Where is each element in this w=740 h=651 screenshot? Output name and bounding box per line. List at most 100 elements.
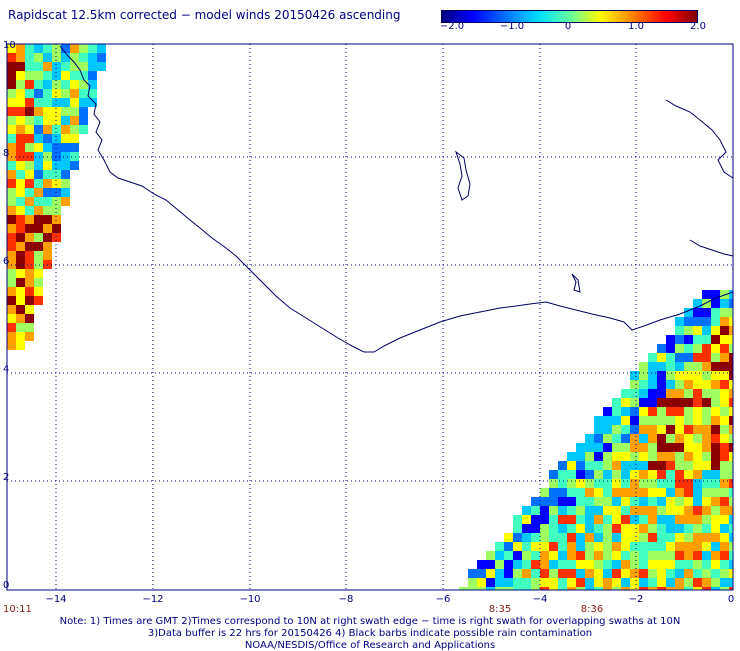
- swath-cell: [25, 62, 34, 71]
- swath-cell: [7, 125, 16, 134]
- swath-cell: [675, 416, 684, 425]
- swath-cell: [657, 560, 666, 569]
- swath-cell: [522, 569, 531, 578]
- swath-cell: [729, 407, 733, 416]
- swath-cell: [729, 290, 733, 299]
- swath-cell: [567, 587, 576, 590]
- swath-cell: [693, 389, 702, 398]
- swath-cell: [531, 569, 540, 578]
- swath-cell: [585, 479, 594, 488]
- swath-cell: [594, 533, 603, 542]
- swath-cell: [612, 434, 621, 443]
- swath-cell: [621, 488, 630, 497]
- swath-cell: [666, 353, 675, 362]
- swath-cell: [702, 398, 711, 407]
- swath-cell: [639, 371, 648, 380]
- swath-cell: [531, 542, 540, 551]
- swath-cell: [648, 380, 657, 389]
- swath-cell: [43, 215, 52, 224]
- swath-cell: [585, 461, 594, 470]
- swath-cell: [513, 542, 522, 551]
- swath-cell: [549, 587, 558, 590]
- swath-cell: [540, 542, 549, 551]
- swath-cell: [666, 551, 675, 560]
- swath-cell: [621, 389, 630, 398]
- swath-cell: [594, 524, 603, 533]
- swath-cell: [513, 515, 522, 524]
- swath-cell: [657, 362, 666, 371]
- swath-cell: [666, 398, 675, 407]
- swath-cell: [468, 569, 477, 578]
- swath-cell: [675, 317, 684, 326]
- swath-cell: [729, 578, 733, 587]
- swath-cell: [603, 407, 612, 416]
- swath-cell: [684, 542, 693, 551]
- swath-cell: [576, 542, 585, 551]
- swath-cell: [61, 80, 70, 89]
- swath-cell: [720, 479, 729, 488]
- swath-cell: [630, 569, 639, 578]
- swath-cell: [693, 524, 702, 533]
- swath-cell: [603, 479, 612, 488]
- swath-cell: [702, 353, 711, 362]
- swath-cell: [34, 107, 43, 116]
- swath-cell: [702, 425, 711, 434]
- swath-cell: [549, 578, 558, 587]
- swath-cell: [639, 587, 648, 590]
- swath-cell: [702, 587, 711, 590]
- swath-cell: [720, 416, 729, 425]
- swath-cell: [495, 560, 504, 569]
- swath-cell: [585, 560, 594, 569]
- swath-cell: [495, 587, 504, 590]
- swath-cell: [702, 578, 711, 587]
- swath-cell: [34, 278, 43, 287]
- swath-cell: [648, 488, 657, 497]
- swath-cell: [16, 305, 25, 314]
- swath-cell: [52, 71, 61, 80]
- swath-cell: [621, 542, 630, 551]
- swath-cell: [61, 71, 70, 80]
- swath-cell: [630, 515, 639, 524]
- swath-cell: [684, 497, 693, 506]
- swath-cell: [711, 587, 720, 590]
- swath-cell: [675, 542, 684, 551]
- swath-cell: [702, 569, 711, 578]
- swath-cell: [666, 506, 675, 515]
- swath-cell: [34, 53, 43, 62]
- swath-cell: [621, 416, 630, 425]
- swath-cell: [16, 314, 25, 323]
- swath-cell: [630, 560, 639, 569]
- swath-cell: [25, 53, 34, 62]
- swath-cell: [52, 53, 61, 62]
- lat-label-8: 8: [3, 148, 9, 159]
- swath-cell: [684, 308, 693, 317]
- swath-cell: [477, 578, 486, 587]
- swath-cell: [25, 152, 34, 161]
- swath-cell: [558, 506, 567, 515]
- swath-cell: [567, 560, 576, 569]
- swath-cell: [558, 587, 567, 590]
- swath-cell: [612, 524, 621, 533]
- swath-cell: [684, 371, 693, 380]
- swath-cell: [594, 497, 603, 506]
- swath-cell: [693, 461, 702, 470]
- swath-cell: [684, 569, 693, 578]
- swath-cell: [711, 389, 720, 398]
- swath-cell: [657, 380, 666, 389]
- swath-cell: [603, 425, 612, 434]
- swath-cell: [88, 62, 97, 71]
- swath-cell: [16, 89, 25, 98]
- swath-cell: [7, 44, 16, 53]
- swath-cell: [25, 89, 34, 98]
- swath-cell: [576, 479, 585, 488]
- swath-cell: [603, 452, 612, 461]
- swath-cell: [657, 389, 666, 398]
- swath-cell: [729, 506, 733, 515]
- swath-cell: [720, 587, 729, 590]
- swath-cell: [594, 443, 603, 452]
- swath-cell: [729, 524, 733, 533]
- swath-cell: [702, 434, 711, 443]
- swath-cell: [666, 524, 675, 533]
- swath-cell: [585, 578, 594, 587]
- swath-cell: [522, 587, 531, 590]
